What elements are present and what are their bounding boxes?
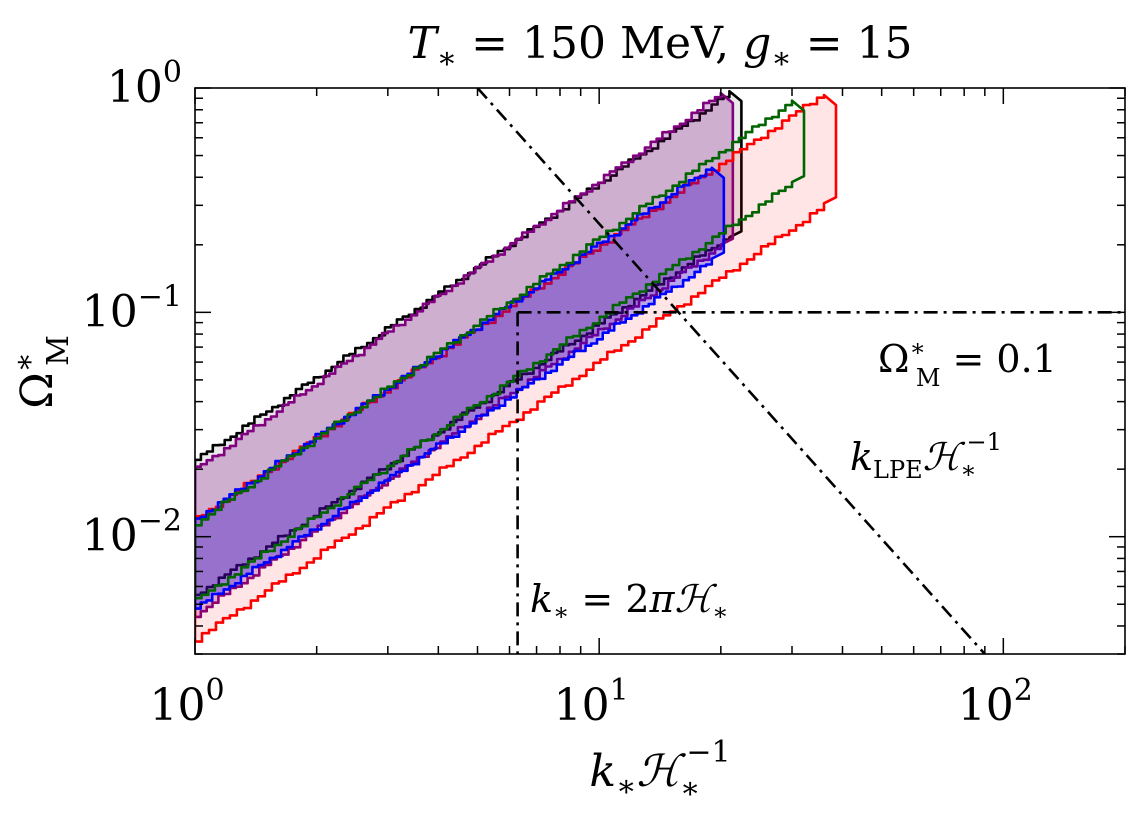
x-tick-label: 102 [958, 673, 1033, 731]
kstar-annotation: k∗ = 2πℋ∗ [530, 577, 728, 626]
plot-frame [194, 87, 1126, 655]
x-axis-label: k∗ℋ∗−1 [589, 735, 730, 806]
x-tick-label: 101 [554, 673, 629, 731]
chart-title: T∗ = 150 MeV, g∗ = 15 [407, 18, 912, 76]
klpe-annotation: kLPEℋ∗−1 [850, 428, 1002, 484]
region-4 [195, 99, 806, 600]
region-2 [195, 93, 838, 643]
x-tick-label: 100 [149, 673, 224, 731]
y-tick-label: 10−1 [82, 279, 182, 337]
tick-labels: 100 101 102 10−2 10−1 100 [82, 55, 1033, 731]
y-tick-label: 100 [107, 55, 182, 113]
axis-ticks [194, 87, 1126, 655]
y-axis-label: Ω∗M [7, 335, 76, 409]
reference-lines [476, 88, 1125, 654]
klpe-line [476, 88, 986, 654]
y-tick-label: 10−2 [82, 504, 182, 562]
omega-annotation: Ω∗ M = 0.1 [878, 334, 1057, 392]
region-3 [195, 166, 726, 610]
regions [195, 89, 838, 643]
